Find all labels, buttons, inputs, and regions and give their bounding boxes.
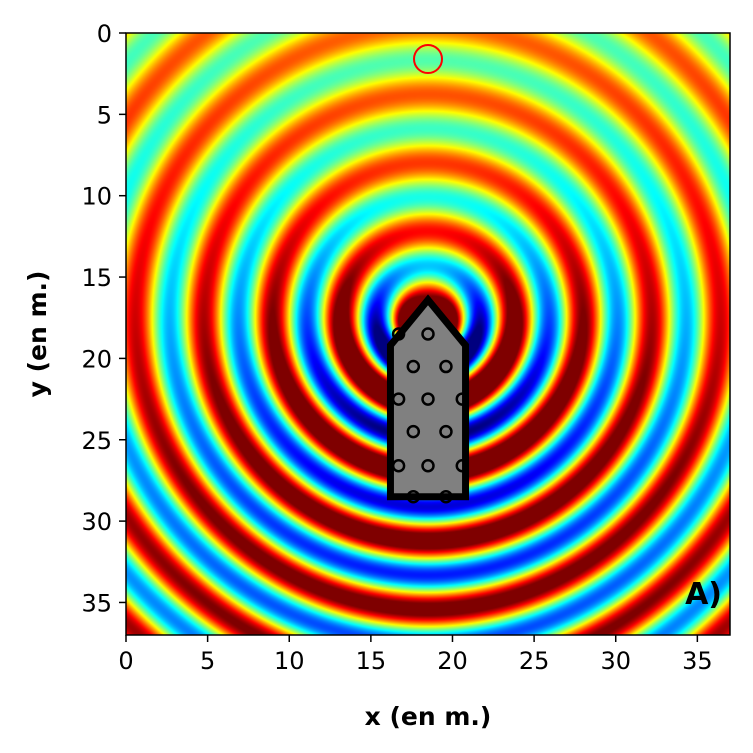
x-tick-label: 20 [437, 647, 468, 675]
y-tick-label: 30 [81, 508, 112, 536]
y-tick-label: 25 [81, 427, 112, 455]
x-tick-label: 15 [356, 647, 387, 675]
x-tick-label: 10 [274, 647, 305, 675]
obstacle-hole [406, 489, 421, 504]
y-tick-label: 35 [81, 589, 112, 617]
obstacle-hole [455, 392, 470, 406]
obstacle-layer [386, 294, 470, 504]
obstacle-hole [406, 424, 421, 439]
y-axis-ticks: 0 5 10 15 20 25 30 35 [81, 20, 126, 617]
obstacle-hole [421, 327, 435, 341]
x-tick-label: 5 [200, 647, 215, 675]
y-tick-label: 5 [97, 101, 112, 129]
x-tick-label: 30 [600, 647, 631, 675]
plot-frame [125, 32, 731, 636]
x-tick-label: 25 [519, 647, 550, 675]
panel-label: A) [685, 577, 722, 612]
obstacle-hole [439, 424, 453, 439]
obstacle-hole [391, 327, 406, 341]
obstacle-hole [421, 392, 435, 406]
y-tick-label: 20 [81, 345, 112, 373]
obstacle-hole [421, 459, 435, 473]
obstacle-hole [439, 359, 453, 374]
obstacle-hole [406, 359, 421, 374]
x-axis-ticks: 0 5 10 15 20 25 30 35 [118, 635, 713, 675]
y-axis-label: y (en m.) [23, 271, 52, 398]
obstacle-hole [391, 392, 406, 406]
y-tick-label: 10 [81, 183, 112, 211]
obstacle-polygon [386, 294, 470, 501]
obstacle-hole [439, 489, 453, 504]
receiver-marker [413, 44, 443, 75]
x-axis-label: x (en m.) [365, 702, 492, 731]
obstacle-hole [391, 459, 406, 473]
obstacle-hole [455, 459, 470, 473]
y-tick-label: 0 [97, 20, 112, 48]
y-tick-label: 15 [81, 264, 112, 292]
x-tick-label: 0 [118, 647, 133, 675]
x-tick-label: 35 [682, 647, 713, 675]
